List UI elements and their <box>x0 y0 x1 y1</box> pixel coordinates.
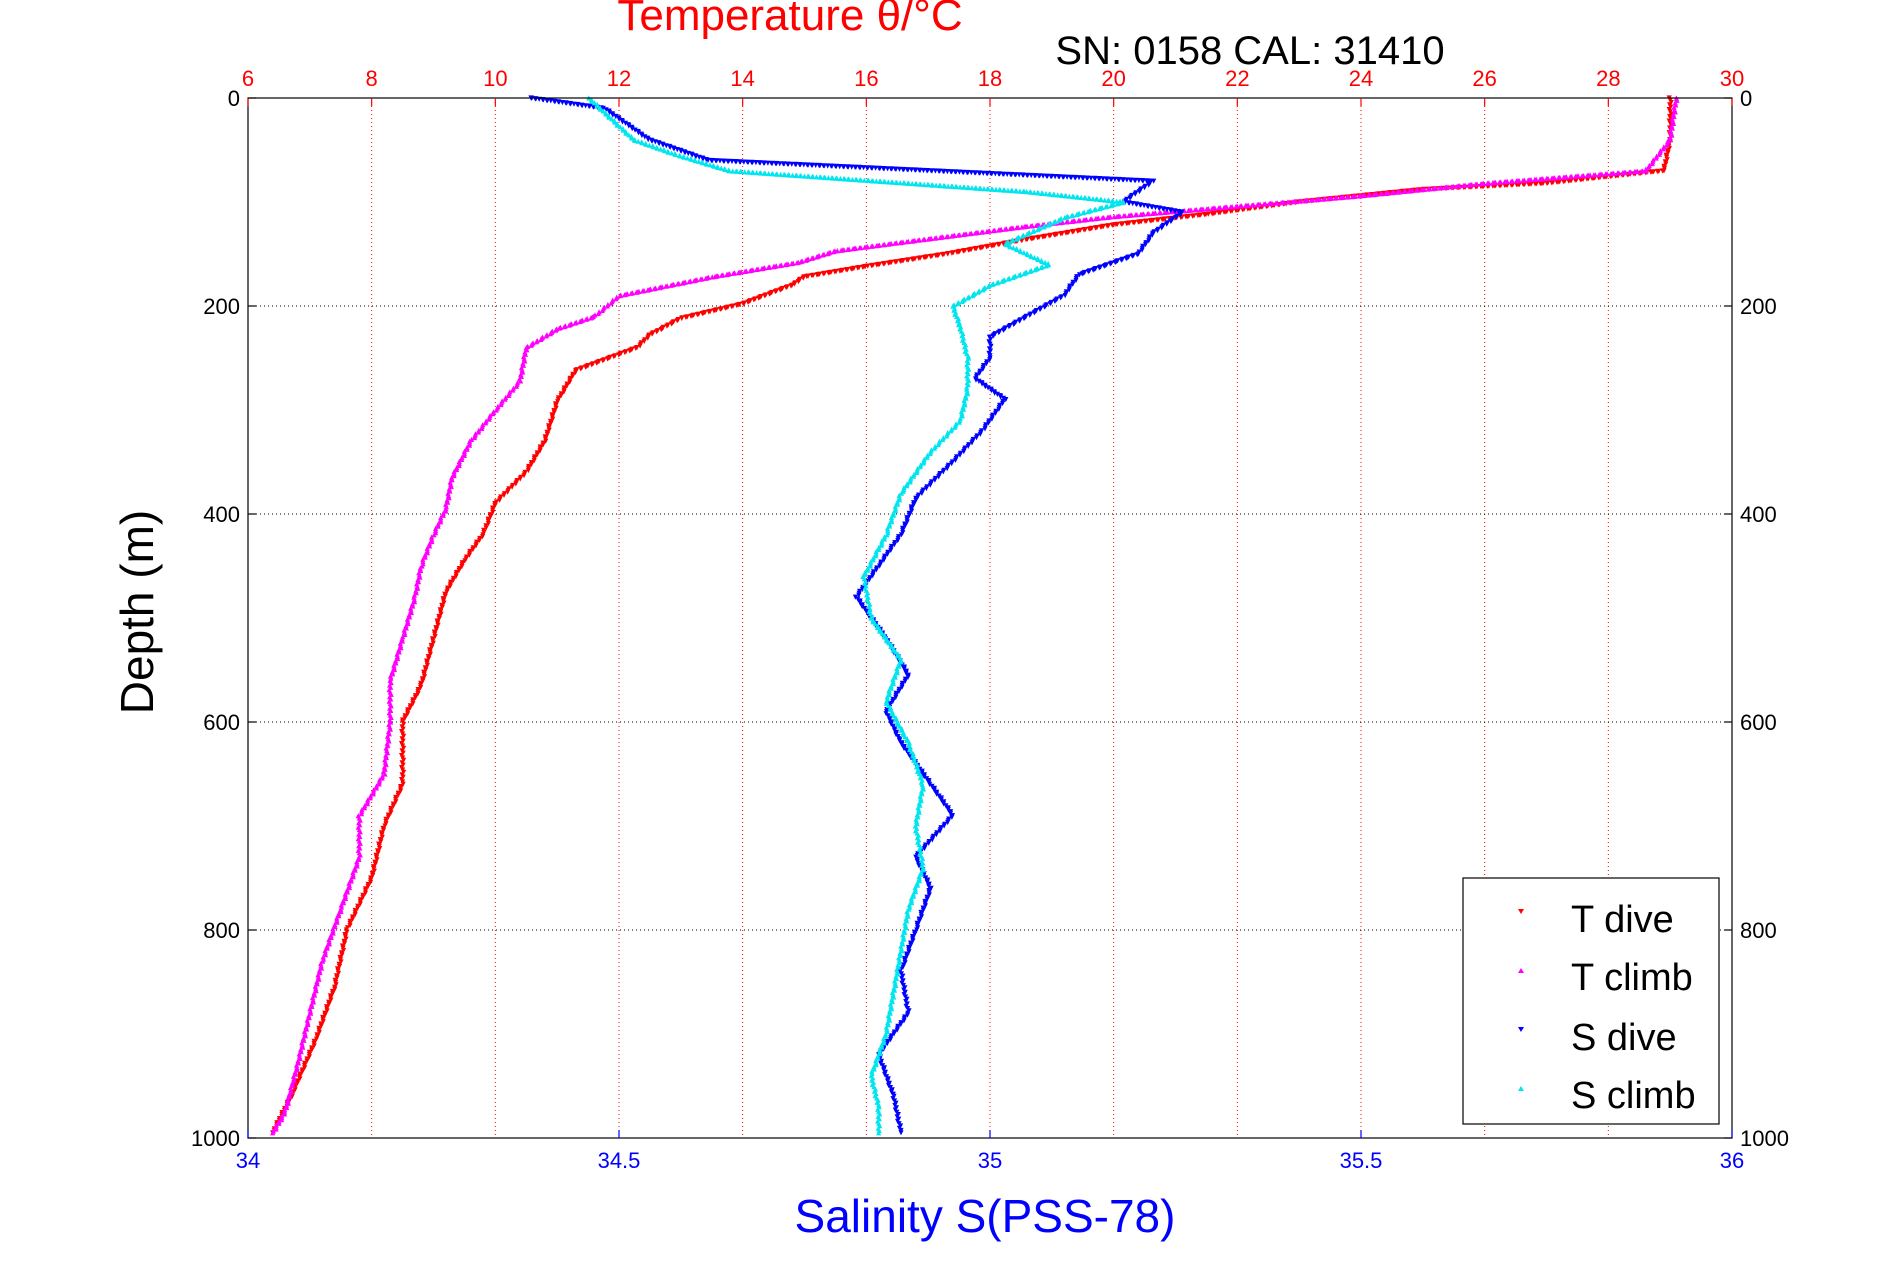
tick-label-salinity: 34.5 <box>598 1148 641 1173</box>
chart-title: Temperature θ/°C <box>617 0 962 40</box>
tick-label-temperature: 28 <box>1596 66 1620 91</box>
tick-label-depth-right: 200 <box>1740 294 1777 319</box>
tick-label-temperature: 30 <box>1720 66 1744 91</box>
tick-label-depth-left: 0 <box>228 86 240 111</box>
tick-label-depth-left: 400 <box>203 502 240 527</box>
tick-label-depth-left: 800 <box>203 918 240 943</box>
tick-label-salinity: 36 <box>1720 1148 1744 1173</box>
tick-label-depth-right: 0 <box>1740 86 1752 111</box>
tick-label-temperature: 10 <box>483 66 507 91</box>
legend-marker-t-climb <box>1518 968 1524 973</box>
tick-label-salinity: 34 <box>236 1148 260 1173</box>
tick-label-temperature: 8 <box>366 66 378 91</box>
tick-label-temperature: 24 <box>1349 66 1373 91</box>
legend: T dive T climb S dive S climb <box>1462 877 1720 1125</box>
series-markers <box>270 95 1674 1136</box>
tick-label-depth-right: 400 <box>1740 502 1777 527</box>
legend-label-t-dive: T dive <box>1571 899 1674 941</box>
tick-label-depth-left: 200 <box>203 294 240 319</box>
tick-label-depth-right: 800 <box>1740 918 1777 943</box>
tick-label-temperature: 14 <box>730 66 754 91</box>
legend-box <box>1462 877 1720 1125</box>
tick-label-temperature: 26 <box>1472 66 1496 91</box>
tick-label-depth-left: 1000 <box>191 1126 240 1151</box>
tick-label-temperature: 12 <box>607 66 631 91</box>
tick-label-salinity: 35 <box>978 1148 1002 1173</box>
chart-subtitle: SN: 0158 CAL: 31410 <box>1055 29 1444 73</box>
tick-label-depth-right: 600 <box>1740 710 1777 735</box>
x-axis-label: Salinity S(PSS-78) <box>795 1190 1176 1242</box>
tick-label-depth-left: 600 <box>203 710 240 735</box>
legend-label-s-climb: S climb <box>1571 1075 1696 1117</box>
tick-label-temperature: 20 <box>1101 66 1125 91</box>
tick-label-temperature: 6 <box>242 66 254 91</box>
series-t-dive <box>270 95 1674 1136</box>
tick-label-temperature: 16 <box>854 66 878 91</box>
legend-marker-t-dive <box>1518 909 1524 914</box>
tick-marks <box>247 97 1733 1139</box>
tick-label-salinity: 35.5 <box>1340 1148 1383 1173</box>
y-axis-label: Depth (m) <box>111 510 163 714</box>
tick-label-depth-right: 1000 <box>1740 1126 1789 1151</box>
tick-label-temperature: 22 <box>1225 66 1249 91</box>
data-points <box>270 95 1680 1136</box>
legend-marker-s-dive <box>1518 1027 1524 1032</box>
legend-marker-s-climb <box>1518 1086 1524 1091</box>
legend-label-t-climb: T climb <box>1571 957 1693 999</box>
legend-label-s-dive: S dive <box>1571 1017 1677 1059</box>
tick-label-temperature: 18 <box>978 66 1002 91</box>
